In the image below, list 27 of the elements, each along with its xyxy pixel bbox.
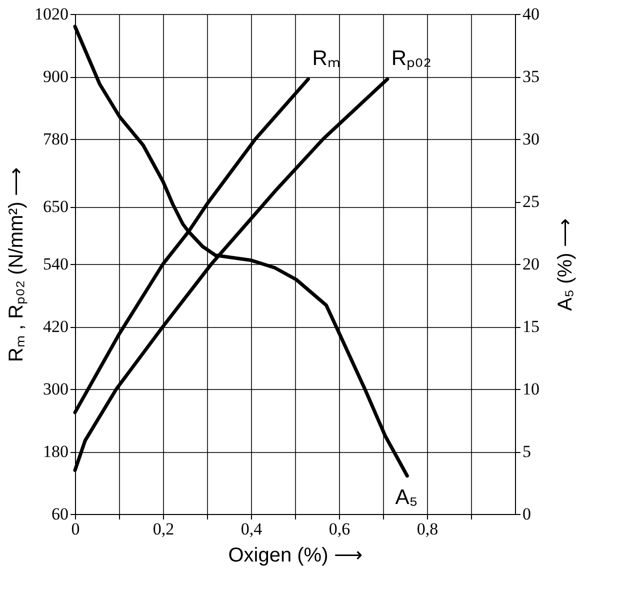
y-tick-label: 180 — [43, 442, 68, 461]
y2-axis-title: A₅ (%) ⟶ — [554, 218, 576, 311]
y2-tick-label: 20 — [522, 254, 540, 274]
x-tick-label: 0,4 — [240, 520, 263, 538]
y-tick-label: 650 — [43, 197, 68, 216]
x-tick-label: 0 — [71, 520, 80, 538]
series-label: A₅ — [395, 486, 418, 509]
y2-tick-label: 35 — [522, 67, 540, 86]
y-tick-label: 420 — [43, 317, 68, 336]
x-tick-label: 0,2 — [152, 520, 174, 538]
x-tick-label: 0,8 — [416, 520, 438, 538]
y-tick-label: 60 — [52, 504, 68, 524]
y2-tick-label: 40 — [522, 4, 540, 24]
y-tick-label: 900 — [43, 67, 68, 86]
y-tick-label: 780 — [43, 130, 68, 148]
y2-tick-label: 25 — [522, 192, 540, 211]
x-axis-title: Oxigen (%) ⟶ — [228, 544, 363, 566]
y-tick-label: 1020 — [34, 4, 68, 24]
y2-tick-label: 5 — [522, 442, 531, 461]
y2-tick-label: 15 — [522, 317, 540, 336]
x-tick-label: 0,6 — [328, 520, 350, 538]
y-tick-label: 540 — [43, 254, 68, 274]
y2-tick-label: 0 — [522, 504, 531, 524]
y2-tick-label: 30 — [522, 130, 540, 148]
y-axis-title: Rₘ , Rₚ₀₂ (N/mm²) ⟶ — [6, 166, 28, 362]
y2-tick-label: 10 — [522, 380, 540, 398]
y-tick-label: 300 — [43, 380, 68, 398]
